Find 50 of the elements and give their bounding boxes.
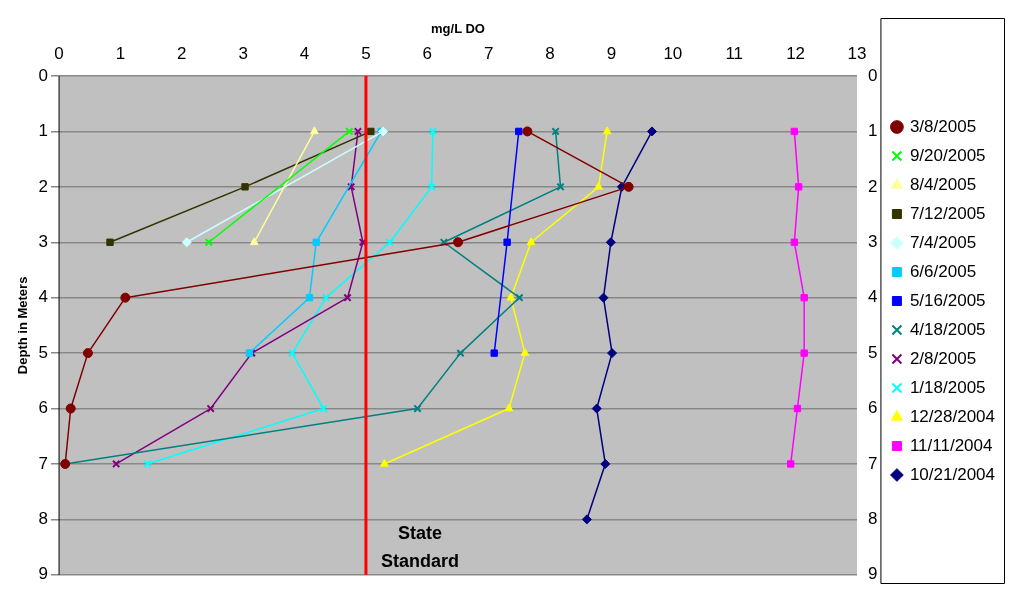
legend-label: 7/4/2005 [909,232,977,252]
legend-label: 1/18/2005 [909,377,986,397]
y-tick-label: 6 [38,398,49,418]
y-tick-label: 8 [38,509,49,529]
y-tick-label: 5 [38,342,49,362]
y2-tick-label: 4 [867,287,878,307]
legend-label: 10/21/2004 [909,464,996,484]
y-tick-label: 2 [38,176,49,196]
x-tick-label: 9 [606,44,617,64]
y2-tick-label: 9 [867,564,878,584]
y-tick-label: 4 [38,287,49,307]
x-tick-label: 13 [847,44,867,64]
y-tick-label: 7 [38,453,49,473]
x-tick-label: 3 [238,44,248,64]
y2-tick-label: 7 [867,453,878,473]
y-tick-label: 0 [38,65,49,85]
y2-tick-label: 5 [867,342,878,362]
legend-label: 12/28/2004 [909,406,996,426]
x-tick-label: 5 [361,44,371,64]
y2-tick-label: 2 [867,176,878,196]
legend-label: 5/16/2005 [909,290,986,310]
x-tick-label: 0 [54,44,64,64]
legend-label: 7/12/2005 [909,203,986,223]
x-tick-label: 6 [422,44,433,64]
x-tick-label: 11 [725,44,744,64]
x-axis-title: mg/L DO [431,21,485,37]
legend-label: 4/18/2005 [909,319,986,339]
y2-tick-label: 3 [867,231,878,251]
x-tick-label: 10 [663,44,683,64]
y-tick-label: 9 [38,564,49,584]
legend-label: 2/8/2005 [909,348,977,368]
y2-tick-label: 1 [867,121,878,141]
legend-label: 11/11/2004 [909,435,993,455]
y2-tick-label: 0 [867,65,878,85]
y2-tick-label: 6 [867,398,878,418]
x-tick-label: 4 [299,44,310,64]
y-axis-title: Depth in Meters [15,276,31,375]
x-tick-label: 7 [483,44,494,64]
legend-label: 6/6/2005 [909,261,977,281]
x-tick-label: 8 [545,44,555,64]
legend-label: 8/4/2005 [909,174,977,194]
legend-label: 9/20/2005 [909,145,986,165]
y-tick-label: 1 [38,121,49,141]
legend-label: 3/8/2005 [909,116,977,136]
y2-tick-label: 8 [867,509,878,529]
x-tick-label: 12 [786,44,806,64]
y-tick-label: 3 [38,231,49,251]
x-tick-label: 1 [115,44,126,64]
ref-line-label: State Standard [380,522,459,571]
x-tick-label: 2 [177,44,187,64]
